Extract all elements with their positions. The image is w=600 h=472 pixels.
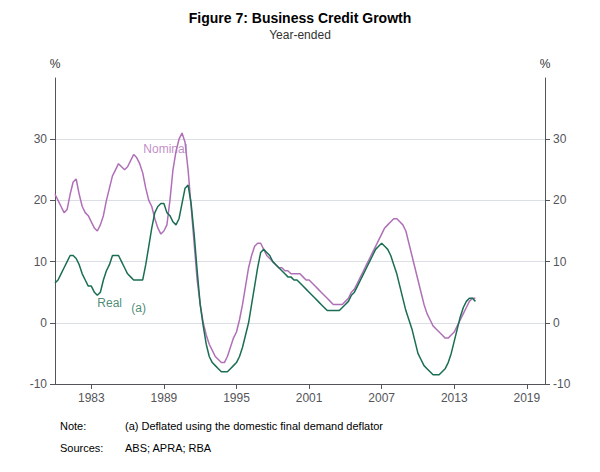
- svg-text:(a): (a): [131, 301, 146, 315]
- svg-text:20: 20: [553, 193, 567, 207]
- svg-text:Real: Real: [97, 296, 122, 310]
- svg-text:-10: -10: [553, 377, 571, 391]
- svg-text:2019: 2019: [514, 391, 541, 405]
- svg-text:Nominal: Nominal: [143, 142, 187, 156]
- svg-text:10: 10: [553, 255, 567, 269]
- svg-text:2007: 2007: [368, 391, 395, 405]
- svg-text:20: 20: [34, 193, 48, 207]
- svg-text:Figure 7: Business Credit Grow: Figure 7: Business Credit Growth: [189, 10, 411, 26]
- svg-text:%: %: [50, 57, 61, 71]
- svg-text:30: 30: [553, 132, 567, 146]
- svg-text:10: 10: [34, 255, 48, 269]
- svg-text:30: 30: [34, 132, 48, 146]
- svg-text:0: 0: [40, 316, 47, 330]
- svg-text:(a) Deflated using the domesti: (a) Deflated using the domestic final de…: [125, 420, 383, 432]
- svg-text:Year-ended: Year-ended: [269, 28, 331, 42]
- svg-text:1995: 1995: [223, 391, 250, 405]
- svg-text:2013: 2013: [441, 391, 468, 405]
- svg-text:%: %: [540, 57, 551, 71]
- svg-text:2001: 2001: [296, 391, 323, 405]
- svg-text:-10: -10: [30, 377, 48, 391]
- svg-text:0: 0: [553, 316, 560, 330]
- svg-text:ABS; APRA; RBA: ABS; APRA; RBA: [125, 442, 212, 454]
- svg-text:1989: 1989: [151, 391, 178, 405]
- svg-text:Note:: Note:: [60, 420, 86, 432]
- svg-text:Sources:: Sources:: [60, 442, 103, 454]
- svg-text:1983: 1983: [78, 391, 105, 405]
